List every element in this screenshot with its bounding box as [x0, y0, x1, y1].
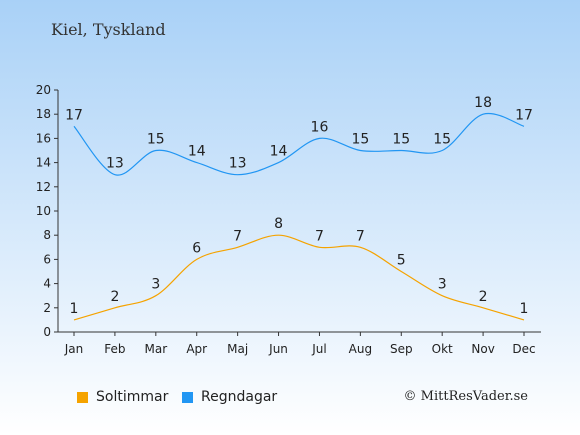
x-tick-label: Aug: [349, 342, 372, 356]
y-tick-label: 8: [43, 228, 51, 242]
legend-swatch-sun: [77, 391, 88, 403]
x-tick-label: Mar: [144, 342, 167, 356]
data-label-rain: 17: [515, 107, 533, 123]
data-label-rain: 15: [392, 132, 410, 148]
data-label-sun: 3: [151, 277, 160, 293]
credit-text: © MittResVader.se: [403, 389, 528, 404]
data-label-rain: 14: [270, 144, 288, 160]
data-label-sun: 8: [274, 216, 283, 232]
data-label-rain: 17: [65, 107, 83, 123]
data-label-sun: 3: [438, 277, 447, 293]
y-tick-label: 12: [36, 180, 51, 194]
y-tick-label: 14: [36, 156, 51, 170]
data-label-rain: 18: [474, 95, 492, 111]
y-tick-label: 2: [43, 301, 51, 315]
x-tick-label: Nov: [471, 342, 494, 356]
data-label-rain: 14: [188, 144, 206, 160]
x-tick-label: Jul: [311, 342, 326, 356]
y-tick-label: 16: [36, 131, 51, 145]
legend-label-sun: Soltimmar: [96, 389, 169, 405]
data-label-sun: 2: [110, 289, 119, 305]
data-label-sun: 1: [70, 301, 79, 317]
legend-label-rain: Regndagar: [201, 389, 278, 405]
data-label-rain: 16: [311, 119, 329, 135]
x-tick-label: Maj: [227, 342, 248, 356]
series-line-sun: [73, 234, 525, 321]
data-label-sun: 1: [520, 301, 529, 317]
legend-swatch-rain: [182, 391, 193, 403]
data-label-rain: 15: [433, 132, 451, 148]
x-tick-label: Apr: [186, 342, 207, 356]
data-label-sun: 2: [479, 289, 488, 305]
x-tick-label: Sep: [390, 342, 413, 356]
data-label-sun: 7: [356, 228, 365, 244]
y-tick-label: 0: [43, 325, 51, 339]
y-tick-label: 20: [36, 83, 51, 97]
data-label-rain: 13: [229, 156, 247, 172]
data-label-sun: 7: [315, 228, 324, 244]
x-tick-label: Feb: [104, 342, 125, 356]
y-tick-label: 4: [43, 277, 51, 291]
x-tick-label: Okt: [432, 342, 453, 356]
data-label-rain: 15: [147, 132, 165, 148]
chart-title: Kiel, Tyskland: [51, 20, 166, 39]
series-line-rain: [73, 112, 525, 176]
y-tick-label: 10: [36, 204, 51, 218]
x-tick-label: Jan: [64, 342, 84, 356]
data-label-sun: 7: [233, 228, 242, 244]
y-tick-label: 18: [36, 107, 51, 121]
legend-item-sun: Soltimmar: [77, 389, 168, 405]
data-label-rain: 15: [351, 132, 369, 148]
x-tick-label: Jun: [268, 342, 288, 356]
x-tick-label: Dec: [512, 342, 535, 356]
legend-item-rain: Regndagar: [182, 389, 277, 405]
y-tick-label: 6: [43, 252, 51, 266]
data-label-rain: 13: [106, 156, 124, 172]
data-label-sun: 6: [192, 240, 201, 256]
data-label-sun: 5: [397, 253, 406, 269]
